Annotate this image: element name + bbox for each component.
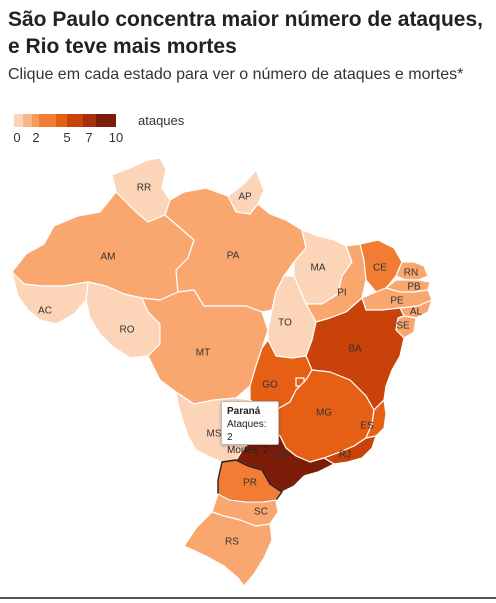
legend-tick: 2 (32, 130, 40, 145)
legend-swatch (14, 114, 23, 127)
bottom-divider (0, 597, 496, 599)
legend-swatch (56, 114, 67, 127)
tooltip-attacks: Ataques: 2 (227, 419, 267, 443)
state-label-GO: GO (262, 380, 278, 391)
state-label-TO: TO (278, 318, 292, 329)
state-AC[interactable] (11, 271, 89, 325)
state-RJ[interactable] (323, 435, 377, 465)
states-layer (11, 157, 433, 587)
state-label-PB: PB (407, 282, 421, 293)
labels-layer: RR AP AM PA AC RO MT MA PI TO CE RN PB P… (38, 183, 423, 548)
state-CE[interactable] (359, 239, 403, 293)
state-label-SP: SP (274, 451, 288, 462)
state-label-CE: CE (373, 263, 387, 274)
legend-tick: 7 (85, 130, 93, 145)
state-RN[interactable] (395, 261, 429, 281)
legend-swatch (83, 114, 96, 127)
page-subtitle: Clique em cada estado para ver o número … (8, 66, 464, 83)
state-label-SE: SE (396, 321, 410, 332)
state-label-PR: PR (243, 478, 257, 489)
legend-tick: 0 (13, 130, 21, 145)
brazil-map: RR AP AM PA AC RO MT MA PI TO CE RN PB P… (0, 150, 496, 595)
state-label-MA: MA (311, 263, 326, 274)
tooltip-deaths: Mortes: 2 (227, 445, 269, 456)
legend-swatch (96, 114, 116, 127)
legend-tick: 10 (108, 130, 124, 145)
state-label-RR: RR (137, 183, 151, 194)
legend-color-scale (14, 114, 116, 127)
state-label-PE: PE (390, 296, 404, 307)
state-label-PI: PI (337, 288, 346, 299)
state-label-PA: PA (227, 251, 240, 262)
legend-swatch (32, 114, 39, 127)
state-label-RO: RO (120, 325, 135, 336)
legend-swatch (67, 114, 83, 127)
legend-unit-label: ataques (138, 113, 185, 128)
state-label-AM: AM (101, 252, 116, 263)
state-label-MT: MT (196, 348, 210, 359)
state-tooltip: Paraná Ataques: 2 Mortes: 2 (221, 401, 279, 456)
state-label-MS: MS (207, 429, 222, 440)
tooltip-state-name: Paraná (227, 406, 261, 417)
state-label-BA: BA (348, 344, 362, 355)
legend-tick: 5 (63, 130, 71, 145)
state-label-AL: AL (410, 307, 423, 318)
state-label-SC: SC (254, 507, 268, 518)
brazil-map-svg: RR AP AM PA AC RO MT MA PI TO CE RN PB P… (11, 157, 433, 587)
state-label-ES: ES (360, 421, 374, 432)
state-label-RS: RS (225, 537, 239, 548)
state-label-AP: AP (238, 192, 252, 203)
state-ES[interactable] (365, 399, 387, 439)
state-label-RN: RN (404, 268, 418, 279)
state-label-AC: AC (38, 306, 52, 317)
state-RS[interactable] (183, 511, 273, 587)
page-title: São Paulo concentra maior número de ataq… (8, 8, 483, 58)
legend-swatch (23, 114, 32, 127)
legend-swatch (39, 114, 56, 127)
state-label-RJ: RJ (339, 450, 351, 461)
state-label-MG: MG (316, 408, 332, 419)
color-legend: 0 2 5 7 10 ataques (13, 113, 214, 146)
